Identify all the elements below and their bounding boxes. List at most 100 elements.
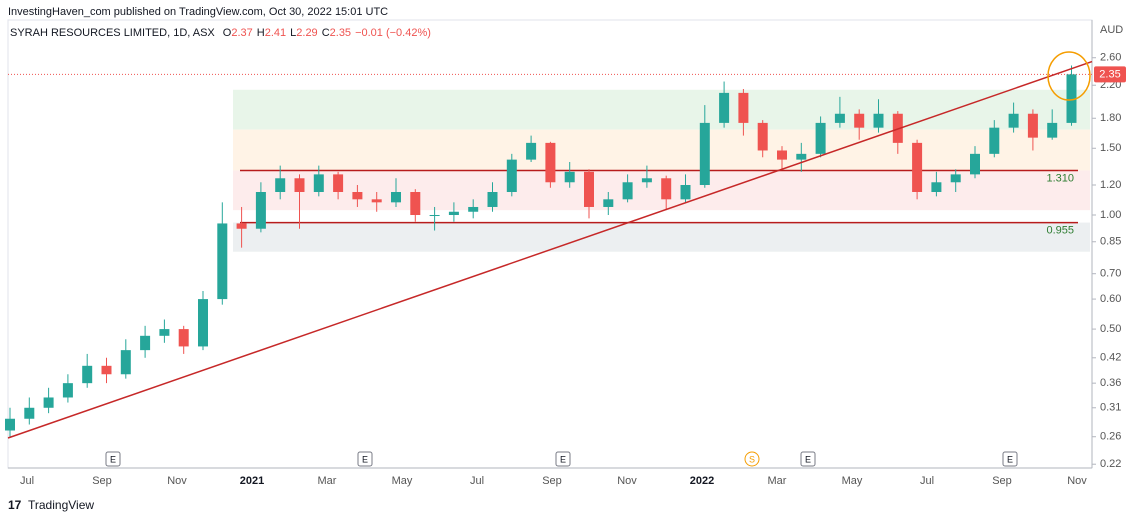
y-tick-label: 0.42	[1100, 352, 1121, 364]
candle-body	[140, 335, 151, 351]
legend: SYRAH RESOURCES LIMITED, 1D, ASX O2.37 H2.…	[10, 27, 431, 39]
candle-body	[757, 122, 768, 151]
candle-body	[429, 215, 440, 217]
x-tick-label: May	[392, 475, 413, 487]
legend-value: 2.29	[296, 27, 317, 39]
candle-body	[912, 142, 923, 193]
x-tick-label: Jul	[20, 475, 34, 487]
candle-body	[159, 329, 170, 336]
candle-body	[1047, 122, 1058, 138]
y-tick-label: 1.50	[1100, 142, 1121, 154]
footer-brand: TradingView	[28, 498, 94, 512]
candle-body	[738, 92, 749, 123]
x-tick-label: May	[842, 475, 863, 487]
candle-body	[622, 182, 633, 200]
fib-zone	[233, 129, 1090, 171]
x-tick-label: 2022	[690, 475, 714, 487]
candle-body	[680, 184, 691, 200]
candle-body	[120, 350, 131, 375]
candle-body	[526, 142, 537, 160]
x-tick-label: Sep	[992, 475, 1012, 487]
legend-value: 2.37	[231, 27, 252, 39]
candle-body	[275, 178, 286, 193]
candle-body	[950, 174, 961, 183]
x-tick-label: Nov	[617, 475, 637, 487]
candle-body	[1027, 113, 1038, 138]
candle-body	[603, 199, 614, 207]
candle-body	[487, 192, 498, 207]
candle-body	[43, 397, 54, 408]
y-tick-label: 0.22	[1100, 458, 1121, 470]
candle-body	[1008, 113, 1019, 128]
highlight-circle	[1047, 51, 1091, 101]
y-tick-label: 0.60	[1100, 293, 1121, 305]
x-tick-label: Nov	[167, 475, 187, 487]
y-tick-label: 0.31	[1100, 402, 1121, 414]
y-tick-label: 0.70	[1100, 268, 1121, 280]
candle-body	[410, 192, 421, 216]
level-label: 1.310	[1046, 172, 1074, 184]
candle-body	[815, 122, 826, 154]
candle-body	[313, 174, 324, 193]
event-label: E	[1007, 454, 1013, 464]
x-tick-label: 2021	[240, 475, 264, 487]
candle-body	[198, 299, 208, 347]
candle-body	[255, 192, 266, 229]
x-tick-label: Nov	[1067, 475, 1087, 487]
candle-body	[834, 113, 845, 123]
candle-body	[333, 174, 344, 193]
candle-body	[1066, 74, 1077, 123]
currency: AUD	[1100, 24, 1123, 36]
event-marker	[744, 451, 760, 467]
fib-zone	[233, 89, 1090, 130]
x-tick-label: Sep	[92, 475, 112, 487]
candle-body	[641, 178, 652, 183]
y-tick-label: 0.26	[1100, 431, 1121, 443]
candle-body	[661, 178, 672, 200]
event-marker	[800, 451, 816, 467]
candle-body	[854, 113, 865, 128]
event-label: S	[749, 454, 755, 464]
candle-body	[178, 329, 189, 347]
candle-body	[448, 211, 459, 216]
candle-body	[584, 171, 594, 207]
candle-body	[719, 92, 730, 123]
y-tick-label: 1.20	[1100, 179, 1121, 191]
candle-body	[564, 171, 575, 183]
event-label: E	[362, 454, 368, 464]
candle-body	[236, 223, 247, 229]
publisher-header: InvestingHaven_com published on TradingV…	[8, 6, 388, 18]
legend-change: −0.01 (−0.42%)	[355, 27, 431, 39]
candle-body	[699, 122, 710, 185]
candle-body	[545, 142, 556, 183]
x-tick-label: Jul	[920, 475, 934, 487]
x-tick-label: Mar	[318, 475, 337, 487]
y-tick-label: 0.85	[1100, 236, 1121, 248]
candle-body	[468, 206, 479, 212]
x-tick-label: Mar	[768, 475, 787, 487]
legend-value: 2.41	[265, 27, 286, 39]
logo: 17	[8, 498, 22, 512]
y-tick-label: 0.36	[1100, 377, 1121, 389]
legend-value: 2.35	[330, 27, 351, 39]
event-label: E	[560, 454, 566, 464]
candle-body	[217, 223, 228, 300]
legend-key: L	[290, 27, 296, 39]
candle-body	[506, 159, 517, 193]
candle-body	[873, 113, 884, 128]
candle-body	[391, 192, 401, 203]
y-tick-label: 1.80	[1100, 112, 1121, 124]
candle-body	[796, 153, 807, 160]
trendline	[7, 60, 1093, 439]
legend-key: H	[257, 27, 265, 39]
x-tick-label: Sep	[542, 475, 562, 487]
candle-body	[352, 192, 363, 200]
candle-body	[24, 407, 35, 419]
candle-body	[931, 182, 942, 193]
candle-body	[777, 150, 787, 160]
event-marker	[1002, 451, 1018, 467]
legend-key: O	[223, 27, 232, 39]
y-tick-label: 0.50	[1100, 323, 1121, 335]
y-tick-label: 1.00	[1100, 209, 1121, 221]
